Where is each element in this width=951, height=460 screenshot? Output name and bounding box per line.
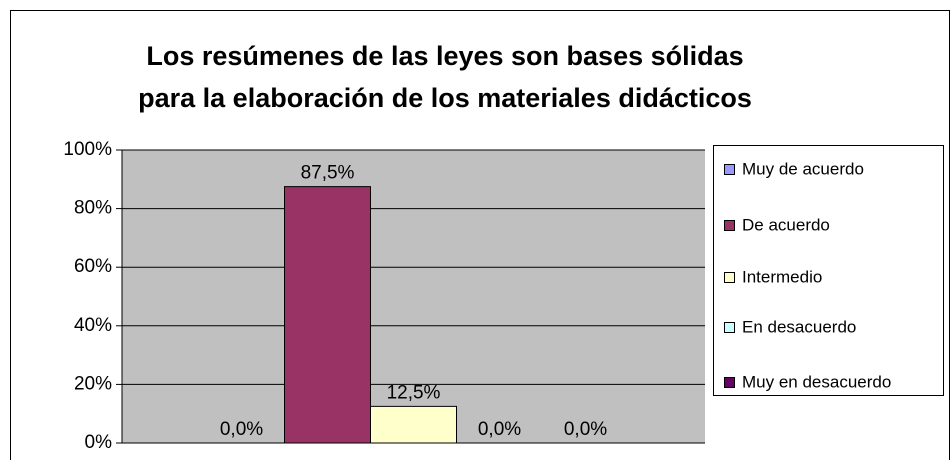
legend-label: Muy de acuerdo bbox=[742, 159, 864, 178]
y-tick-label: 0% bbox=[85, 432, 113, 453]
legend-label: Muy en desacuerdo bbox=[742, 372, 891, 391]
value-label: 87,5% bbox=[301, 163, 355, 184]
value-label: 0,0% bbox=[564, 419, 607, 440]
legend bbox=[713, 145, 944, 396]
chart-title: para la elaboración de los materiales di… bbox=[138, 83, 752, 113]
bar bbox=[284, 186, 371, 444]
value-label: 0,0% bbox=[220, 419, 263, 440]
value-label: 0,0% bbox=[478, 419, 521, 440]
legend-label: Intermedio bbox=[742, 267, 822, 286]
plot-area bbox=[122, 150, 705, 443]
legend-swatch bbox=[724, 377, 735, 388]
legend-swatch bbox=[724, 164, 735, 175]
y-tick-label: 40% bbox=[74, 315, 112, 336]
y-tick-label: 20% bbox=[74, 373, 112, 394]
legend-swatch bbox=[724, 220, 735, 231]
bar bbox=[370, 405, 457, 444]
legend-label: De acuerdo bbox=[742, 215, 830, 234]
legend-swatch bbox=[724, 272, 735, 283]
y-tick-label: 100% bbox=[63, 139, 112, 160]
value-label: 12,5% bbox=[387, 382, 441, 403]
y-tick-label: 80% bbox=[74, 198, 112, 219]
chart-title: Los resúmenes de las leyes son bases sól… bbox=[146, 41, 743, 71]
legend-swatch bbox=[724, 322, 735, 333]
legend-label: En desacuerdo bbox=[742, 317, 856, 336]
y-tick-label: 60% bbox=[74, 256, 112, 277]
